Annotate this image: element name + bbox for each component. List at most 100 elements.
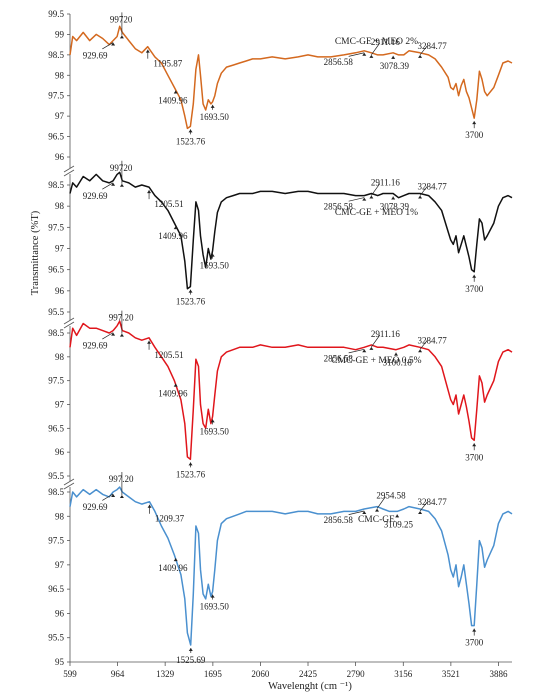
y-tick-label: 98 [55, 511, 65, 521]
axis-break-mark [63, 169, 75, 177]
annotation-arrowhead [210, 419, 215, 423]
annotation-arrowhead [147, 504, 152, 508]
annotation-arrow [419, 501, 428, 512]
annotation-label: 99720 [110, 14, 133, 24]
annotation-arrowhead [210, 253, 215, 257]
y-tick-label: 98 [55, 70, 65, 80]
annotation-arrowhead [119, 35, 124, 39]
annotation-arrowhead [173, 558, 178, 562]
y-tick-label: 96.5 [48, 265, 64, 275]
annotation-arrowhead [188, 289, 193, 293]
y-tick-label: 97.5 [48, 222, 64, 232]
annotation-arrow [102, 182, 114, 190]
x-tick-label: 1329 [156, 669, 175, 679]
panels-layer: 96 96.5 97 97.5 98 98.5 99 99.5 CMC-GE + MEO 2% 9… [48, 9, 513, 667]
axis-break-gap [64, 320, 76, 326]
annotation-arrowhead [111, 42, 116, 46]
axis-break-gap [64, 481, 76, 487]
y-tick-label: 95.5 [48, 471, 64, 481]
series-line [69, 486, 513, 646]
annotation-label: 929.69 [83, 51, 108, 61]
series-line [69, 320, 513, 461]
annotation-label: 1525.69 [176, 655, 206, 665]
y-tick-label: 98.5 [48, 487, 64, 497]
annotation-label: 2911.16 [371, 37, 400, 47]
annotation-arrowhead [369, 346, 374, 350]
y-tick-label: 97.5 [48, 91, 64, 101]
annotation-label: 99720 [110, 163, 133, 173]
annotation-label: 3284.77 [417, 41, 447, 51]
annotation-label: 1693.50 [200, 112, 230, 122]
annotation-arrow [371, 334, 381, 348]
x-tick-label: 1695 [204, 669, 223, 679]
panel: 95.5 96 96.5 97 97.5 98 98.5 CMC-GE + MEO 0.5% 9… [48, 310, 513, 481]
annotation-label: 3700 [465, 130, 484, 140]
annotation-arrowhead [210, 104, 215, 108]
annotation-label: 1693.50 [200, 602, 230, 612]
y-tick-label: 99 [55, 29, 65, 39]
annotation-label: 997.20 [109, 313, 134, 323]
annotation-arrowhead [394, 352, 399, 356]
annotation-label: 3284.77 [417, 181, 447, 191]
x-tick-label: 2060 [251, 669, 270, 679]
y-tick-label: 97 [55, 400, 65, 410]
axis-break-mark [63, 321, 75, 329]
annotation-arrow [348, 197, 365, 202]
annotation-arrowhead [362, 511, 367, 514]
annotation-label: 3700 [465, 452, 484, 462]
y-tick-label: 98 [55, 352, 65, 362]
annotation-arrowhead [147, 190, 152, 194]
axis-break-gap [64, 168, 76, 174]
annotation-arrowhead [362, 52, 367, 56]
annotation-arrowhead [472, 443, 477, 447]
annotation-label: 2911.16 [371, 329, 400, 339]
annotation-arrow [419, 45, 428, 56]
annotation-label: 1409.96 [158, 96, 188, 106]
x-tick-label: 3521 [442, 669, 460, 679]
panel-title: CMC-GE [358, 515, 395, 525]
annotation-label: 2856.58 [324, 515, 354, 525]
annotation-arrowhead [418, 349, 423, 353]
y-tick-label: 97 [55, 111, 65, 121]
annotation-label: 3700 [465, 638, 484, 648]
annotation-label: 3700 [465, 284, 484, 294]
x-tick-label: 3156 [394, 669, 413, 679]
x-axis-label: Wavelenght (cm ⁻¹) [268, 681, 352, 692]
annotation-arrow [102, 493, 114, 501]
annotation-arrowhead [375, 508, 380, 512]
annotation-arrowhead [188, 129, 193, 133]
annotation-label: 1409.96 [158, 389, 188, 399]
annotation-arrowhead [119, 333, 124, 337]
x-tick-label: 599 [63, 669, 77, 679]
annotation-arrowhead [418, 511, 423, 514]
annotation-arrowhead [173, 226, 178, 230]
panel-title: CMC-GE + MEO 0.5% [331, 356, 421, 366]
annotation-arrowhead [418, 195, 423, 199]
annotation-arrowhead [119, 183, 124, 187]
axis-break-mark [63, 478, 75, 486]
annotation-arrowhead [369, 195, 374, 199]
annotation-label: 1523.76 [176, 297, 206, 307]
annotation-label: 1205.51 [154, 199, 183, 209]
annotation-arrowhead [145, 49, 150, 53]
axis-break-mark [63, 317, 75, 325]
y-tick-label: 97 [55, 244, 65, 254]
y-tick-label: 95.5 [48, 307, 64, 317]
x-tick-label: 2790 [347, 669, 366, 679]
y-tick-label: 96.5 [48, 584, 64, 594]
annotation-arrowhead [369, 54, 374, 58]
annotation-arrowhead [391, 196, 396, 200]
annotation-arrow [348, 52, 365, 57]
y-tick-label: 98.5 [48, 50, 64, 60]
annotation-arrow [376, 496, 386, 509]
annotation-label: 929.69 [83, 341, 108, 351]
y-tick-label: 98.5 [48, 328, 64, 338]
annotation-arrowhead [111, 182, 116, 186]
y-tick-label: 97.5 [48, 536, 64, 546]
annotation-label: 2954.58 [376, 491, 406, 501]
annotation-arrow [348, 510, 365, 515]
y-tick-label: 96 [55, 447, 65, 457]
annotation-arrowhead [173, 90, 178, 94]
annotation-label: 997.20 [109, 474, 134, 484]
y-tick-label: 98 [55, 201, 65, 211]
